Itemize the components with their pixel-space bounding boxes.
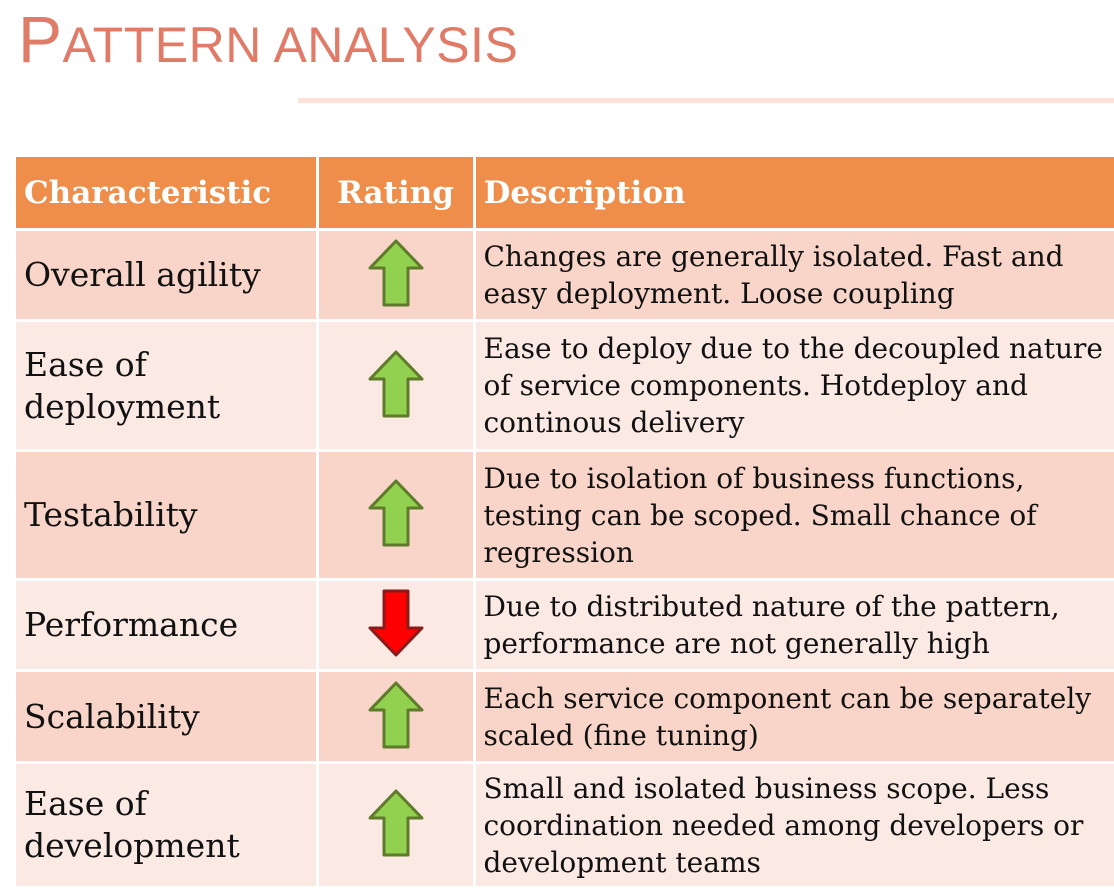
table-row: Overall agility Changes are generally is… (16, 228, 1114, 322)
description-cell: Each service component can be separately… (472, 669, 1114, 764)
description-cell: Changes are generally isolated. Fast and… (472, 228, 1114, 322)
characteristic-cell: Overall agility (16, 228, 319, 322)
rating-cell (315, 319, 476, 452)
table-row: Testability Due to isolation of business… (16, 449, 1114, 581)
table-row: Ease of deployment Ease to deploy due to… (16, 319, 1114, 452)
rating-cell (315, 449, 476, 581)
title-underline (298, 98, 1114, 103)
description-cell: Due to isolation of business functions, … (472, 449, 1114, 581)
characteristic-cell: Ease of development (16, 761, 319, 889)
characteristic-cell: Performance (16, 578, 319, 672)
table-row: Scalability Each service component can b… (16, 669, 1114, 764)
table-header-row: Characteristic Rating Description (16, 157, 1114, 231)
page-title: PATTERN ANALYSIS (18, 2, 519, 76)
characteristic-cell: Scalability (16, 669, 319, 764)
arrow-up-icon (367, 238, 425, 312)
rating-cell (315, 578, 476, 672)
arrow-down-icon (367, 588, 425, 662)
rating-cell (315, 228, 476, 322)
pattern-analysis-table: Characteristic Rating Description Overal… (16, 157, 1114, 889)
description-cell: Small and isolated business scope. Less … (472, 761, 1114, 889)
arrow-up-icon (367, 349, 425, 423)
table-row: Ease of development Small and isolated b… (16, 761, 1114, 889)
header-description: Description (472, 157, 1114, 231)
characteristic-cell: Ease of deployment (16, 319, 319, 452)
arrow-up-icon (367, 680, 425, 754)
header-rating: Rating (315, 157, 476, 231)
arrow-up-icon (367, 788, 425, 862)
rating-cell (315, 669, 476, 764)
characteristic-cell: Testability (16, 449, 319, 581)
arrow-up-icon (367, 478, 425, 552)
description-cell: Due to distributed nature of the pattern… (472, 578, 1114, 672)
header-characteristic: Characteristic (16, 157, 319, 231)
rating-cell (315, 761, 476, 889)
table-row: Performance Due to distributed nature of… (16, 578, 1114, 672)
description-cell: Ease to deploy due to the decoupled natu… (472, 319, 1114, 452)
